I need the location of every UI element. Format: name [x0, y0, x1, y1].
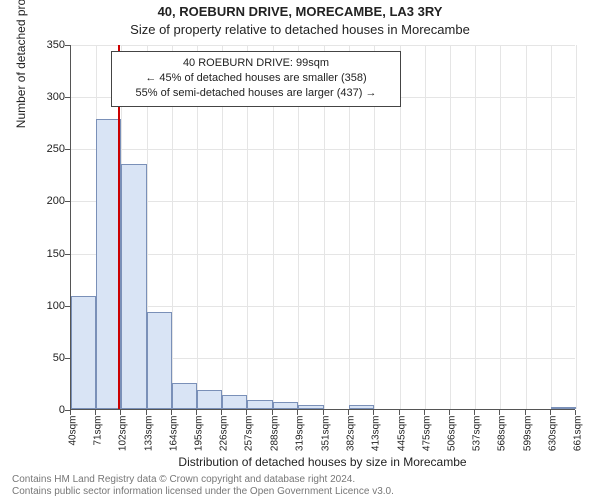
gridline-v	[450, 45, 451, 409]
gridline-v	[576, 45, 577, 409]
x-tick-mark	[348, 410, 349, 415]
x-tick-mark	[171, 410, 172, 415]
y-tick-mark	[65, 358, 70, 359]
gridline-v	[500, 45, 501, 409]
y-tick-label: 250	[35, 143, 65, 155]
histogram-bar	[298, 405, 324, 409]
y-tick-mark	[65, 45, 70, 46]
callout-line-1: 40 ROEBURN DRIVE: 99sqm	[120, 56, 392, 71]
footer-copyright-2: Contains public sector information licen…	[12, 486, 588, 498]
histogram-bar	[551, 407, 576, 409]
y-tick-mark	[65, 306, 70, 307]
histogram-bar	[349, 405, 374, 409]
x-tick-mark	[196, 410, 197, 415]
y-tick-label: 200	[35, 195, 65, 207]
histogram-bar	[147, 312, 172, 409]
gridline-v	[526, 45, 527, 409]
callout-line-3: 55% of semi-detached houses are larger (…	[120, 86, 392, 101]
y-tick-mark	[65, 149, 70, 150]
callout-line-2: ← 45% of detached houses are smaller (35…	[120, 71, 392, 86]
x-tick-mark	[575, 410, 576, 415]
histogram-bar	[273, 402, 298, 409]
chart-title: 40, ROEBURN DRIVE, MORECAMBE, LA3 3RY	[0, 4, 600, 19]
x-axis-title: Distribution of detached houses by size …	[70, 455, 575, 469]
callout-box: 40 ROEBURN DRIVE: 99sqm ← 45% of detache…	[111, 51, 401, 107]
histogram-bar	[71, 296, 96, 409]
y-tick-label: 50	[35, 352, 65, 364]
y-tick-mark	[65, 97, 70, 98]
y-tick-label: 350	[35, 39, 65, 51]
x-tick-mark	[221, 410, 222, 415]
histogram-bar	[247, 400, 272, 409]
x-tick-mark	[499, 410, 500, 415]
x-tick-mark	[120, 410, 121, 415]
gridline-v	[425, 45, 426, 409]
x-tick-mark	[424, 410, 425, 415]
y-tick-label: 0	[35, 404, 65, 416]
footer-copyright-1: Contains HM Land Registry data © Crown c…	[12, 474, 588, 486]
x-tick-mark	[246, 410, 247, 415]
y-tick-mark	[65, 254, 70, 255]
histogram-bar	[197, 390, 222, 409]
plot-area: 40 ROEBURN DRIVE: 99sqm ← 45% of detache…	[70, 45, 575, 410]
y-tick-label: 100	[35, 300, 65, 312]
chart-root: 40, ROEBURN DRIVE, MORECAMBE, LA3 3RY Si…	[0, 0, 600, 500]
y-tick-label: 300	[35, 91, 65, 103]
y-axis-title: Number of detached properties	[14, 0, 28, 228]
x-tick-mark	[474, 410, 475, 415]
x-tick-mark	[550, 410, 551, 415]
histogram-bar	[222, 395, 247, 409]
x-tick-mark	[525, 410, 526, 415]
histogram-bar	[172, 383, 197, 409]
x-tick-mark	[373, 410, 374, 415]
chart-subtitle: Size of property relative to detached ho…	[0, 22, 600, 37]
plot-inner: 40 ROEBURN DRIVE: 99sqm ← 45% of detache…	[70, 45, 575, 410]
gridline-v	[475, 45, 476, 409]
x-tick-mark	[449, 410, 450, 415]
x-tick-mark	[70, 410, 71, 415]
histogram-bar	[121, 164, 146, 409]
x-tick-mark	[95, 410, 96, 415]
gridline-v	[551, 45, 552, 409]
x-tick-mark	[323, 410, 324, 415]
x-tick-mark	[297, 410, 298, 415]
y-tick-label: 150	[35, 248, 65, 260]
x-tick-mark	[146, 410, 147, 415]
x-tick-mark	[272, 410, 273, 415]
y-tick-mark	[65, 201, 70, 202]
x-tick-mark	[399, 410, 400, 415]
